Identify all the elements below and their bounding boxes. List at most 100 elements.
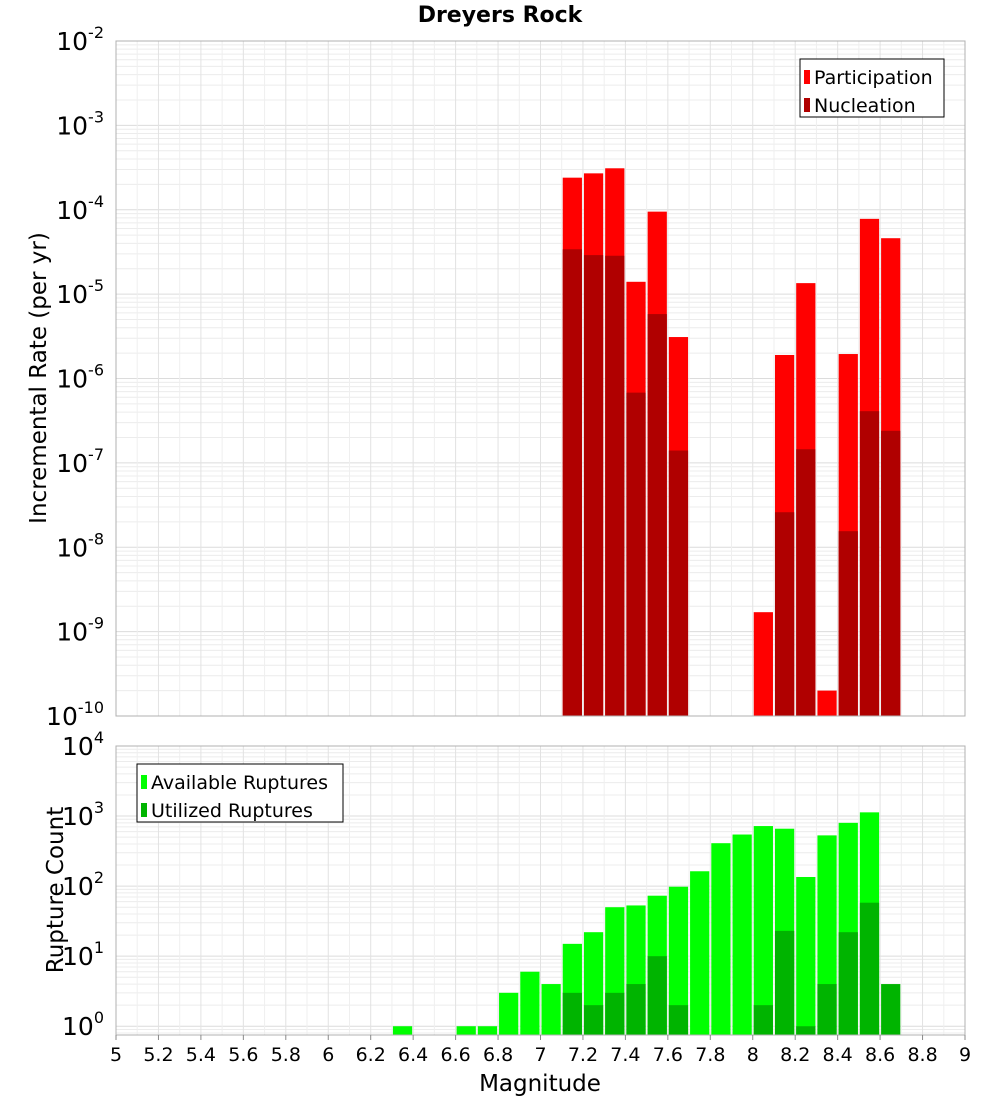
bar bbox=[732, 834, 752, 1035]
x-tick-label: 5.8 bbox=[271, 1044, 301, 1066]
x-tick-label: 6.4 bbox=[398, 1044, 428, 1066]
bar bbox=[456, 1026, 476, 1035]
bar bbox=[796, 1026, 816, 1035]
plot-frame bbox=[115, 40, 966, 717]
bar bbox=[668, 450, 689, 716]
chart-title: Dreyers Rock bbox=[418, 3, 584, 28]
x-tick-label: 7.6 bbox=[653, 1044, 683, 1066]
y-tick-label: 10-8 bbox=[56, 529, 104, 562]
bar bbox=[647, 314, 667, 716]
legend-swatch bbox=[141, 803, 147, 817]
bar bbox=[520, 971, 540, 1035]
bar bbox=[753, 826, 773, 1035]
legend-label: Available Ruptures bbox=[151, 772, 328, 794]
y-tick-label: 102 bbox=[62, 868, 104, 901]
x-tick-label: 7.8 bbox=[695, 1044, 725, 1066]
bar bbox=[711, 843, 731, 1035]
y-tick-labels: 10-2 10-3 10-4 10-5 10-6 10-7 10-8 10-9 10-10 bbox=[46, 23, 104, 731]
y-tick-label: 10-10 bbox=[46, 698, 104, 731]
count-panel: 104 103 102 101 100 Rupture Count Available Ru… bbox=[43, 728, 966, 1041]
x-axis-label: Magnitude bbox=[479, 1071, 601, 1097]
y-tick-label: 104 bbox=[62, 728, 104, 761]
bar bbox=[881, 430, 901, 716]
x-tick-label: 8.4 bbox=[823, 1044, 853, 1066]
x-tick-label: 7 bbox=[534, 1044, 546, 1066]
bar bbox=[838, 932, 858, 1035]
x-tick-label: 6 bbox=[322, 1044, 334, 1066]
x-tick-label: 8 bbox=[747, 1044, 759, 1066]
series-nucleation bbox=[562, 249, 901, 716]
bar bbox=[499, 992, 519, 1035]
grid-lines bbox=[115, 40, 966, 717]
bar bbox=[753, 612, 773, 716]
y-tick-label: 100 bbox=[62, 1008, 104, 1041]
bar bbox=[859, 411, 880, 716]
legend-label: Participation bbox=[814, 67, 933, 89]
bar bbox=[583, 1005, 604, 1035]
bar bbox=[774, 512, 795, 716]
bar bbox=[647, 956, 667, 1035]
x-tick-label: 6.8 bbox=[483, 1044, 513, 1066]
bar bbox=[753, 1005, 773, 1035]
bar bbox=[562, 992, 582, 1035]
y-tick-label: 10-5 bbox=[56, 276, 104, 309]
bar bbox=[668, 886, 689, 1035]
x-tick-label: 7.2 bbox=[568, 1044, 598, 1066]
y-axis-label: Rupture Count bbox=[43, 807, 69, 973]
bar bbox=[605, 992, 625, 1035]
y-axis-label: Incremental Rate (per yr) bbox=[26, 232, 52, 524]
y-tick-label: 103 bbox=[62, 798, 104, 831]
y-tick-labels: 104 103 102 101 100 bbox=[62, 728, 104, 1041]
legend-box bbox=[136, 763, 344, 823]
bar bbox=[774, 930, 795, 1035]
x-tick-label: 5.4 bbox=[186, 1044, 216, 1066]
bar bbox=[817, 984, 837, 1035]
x-axis: 5 5.2 5.4 5.6 5.8 6 6.2 6.4 6.6 6.8 7 7.2 7.4 7.6 7.8 8… bbox=[110, 1035, 971, 1066]
x-tick-label: 6.2 bbox=[356, 1044, 386, 1066]
bar bbox=[838, 531, 858, 716]
bar bbox=[796, 876, 816, 1035]
bar bbox=[541, 984, 561, 1035]
legend: Available Ruptures Utilized Ruptures bbox=[136, 763, 344, 823]
x-tick-label: 5.6 bbox=[228, 1044, 258, 1066]
legend-swatch bbox=[804, 70, 810, 84]
bar bbox=[392, 1026, 413, 1035]
legend-label: Nucleation bbox=[814, 95, 916, 117]
bar bbox=[605, 255, 625, 716]
x-tick-label: 5 bbox=[110, 1044, 122, 1066]
bar bbox=[583, 255, 604, 716]
x-tick-label: 8.2 bbox=[780, 1044, 810, 1066]
series-utilized-ruptures bbox=[562, 902, 901, 1035]
y-tick-label: 10-3 bbox=[56, 107, 104, 140]
y-tick-label: 10-4 bbox=[56, 192, 104, 225]
x-tick-label: 8.8 bbox=[907, 1044, 937, 1066]
x-tick-label: 8.6 bbox=[865, 1044, 895, 1066]
bar bbox=[859, 902, 880, 1035]
bar bbox=[817, 690, 837, 716]
bar bbox=[477, 1026, 498, 1035]
x-tick-label: 7.4 bbox=[610, 1044, 640, 1066]
legend: Participation Nucleation bbox=[799, 58, 945, 118]
bar bbox=[881, 984, 901, 1035]
bar bbox=[690, 871, 710, 1035]
rate-panel: 10-2 10-3 10-4 10-5 10-6 10-7 10-8 10-9 10-10 Inc… bbox=[26, 23, 966, 731]
x-tick-label: 5.2 bbox=[143, 1044, 173, 1066]
bar bbox=[796, 449, 816, 716]
y-tick-label: 10-2 bbox=[56, 23, 104, 56]
y-tick-label: 10-9 bbox=[56, 614, 104, 647]
y-tick-label: 10-7 bbox=[56, 445, 104, 478]
bar bbox=[668, 1005, 689, 1035]
bar bbox=[626, 984, 646, 1035]
x-tick-label: 6.6 bbox=[440, 1044, 470, 1066]
x-tick-label: 9 bbox=[959, 1044, 971, 1066]
legend-box bbox=[799, 58, 945, 118]
bar bbox=[626, 392, 646, 716]
y-tick-label: 101 bbox=[62, 938, 104, 971]
y-tick-label: 10-6 bbox=[56, 361, 104, 394]
legend-swatch bbox=[804, 98, 810, 112]
legend-swatch bbox=[141, 775, 147, 789]
bar bbox=[562, 249, 582, 716]
legend-label: Utilized Ruptures bbox=[151, 800, 313, 822]
